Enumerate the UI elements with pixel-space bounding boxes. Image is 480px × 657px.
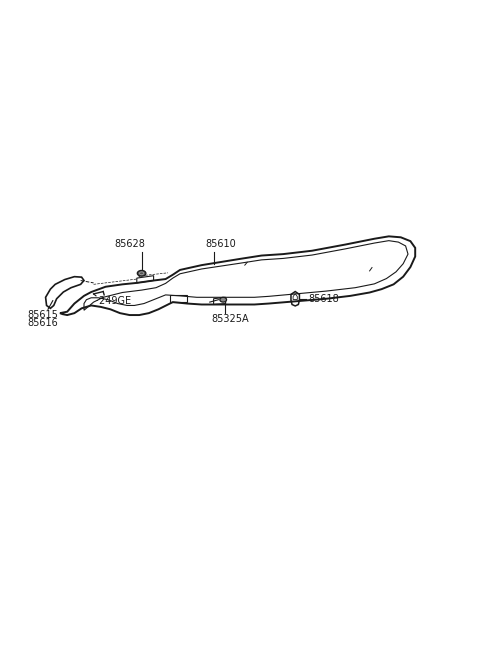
Text: 85628: 85628 — [114, 239, 145, 249]
Text: 85615: 85615 — [28, 310, 59, 320]
Text: ·249GE: ·249GE — [96, 296, 131, 306]
Ellipse shape — [220, 298, 227, 302]
Text: 85618: 85618 — [308, 294, 339, 304]
Text: 85616: 85616 — [28, 318, 59, 328]
Ellipse shape — [137, 271, 146, 276]
Text: 85325A: 85325A — [211, 314, 249, 324]
Text: 85610: 85610 — [205, 239, 236, 249]
